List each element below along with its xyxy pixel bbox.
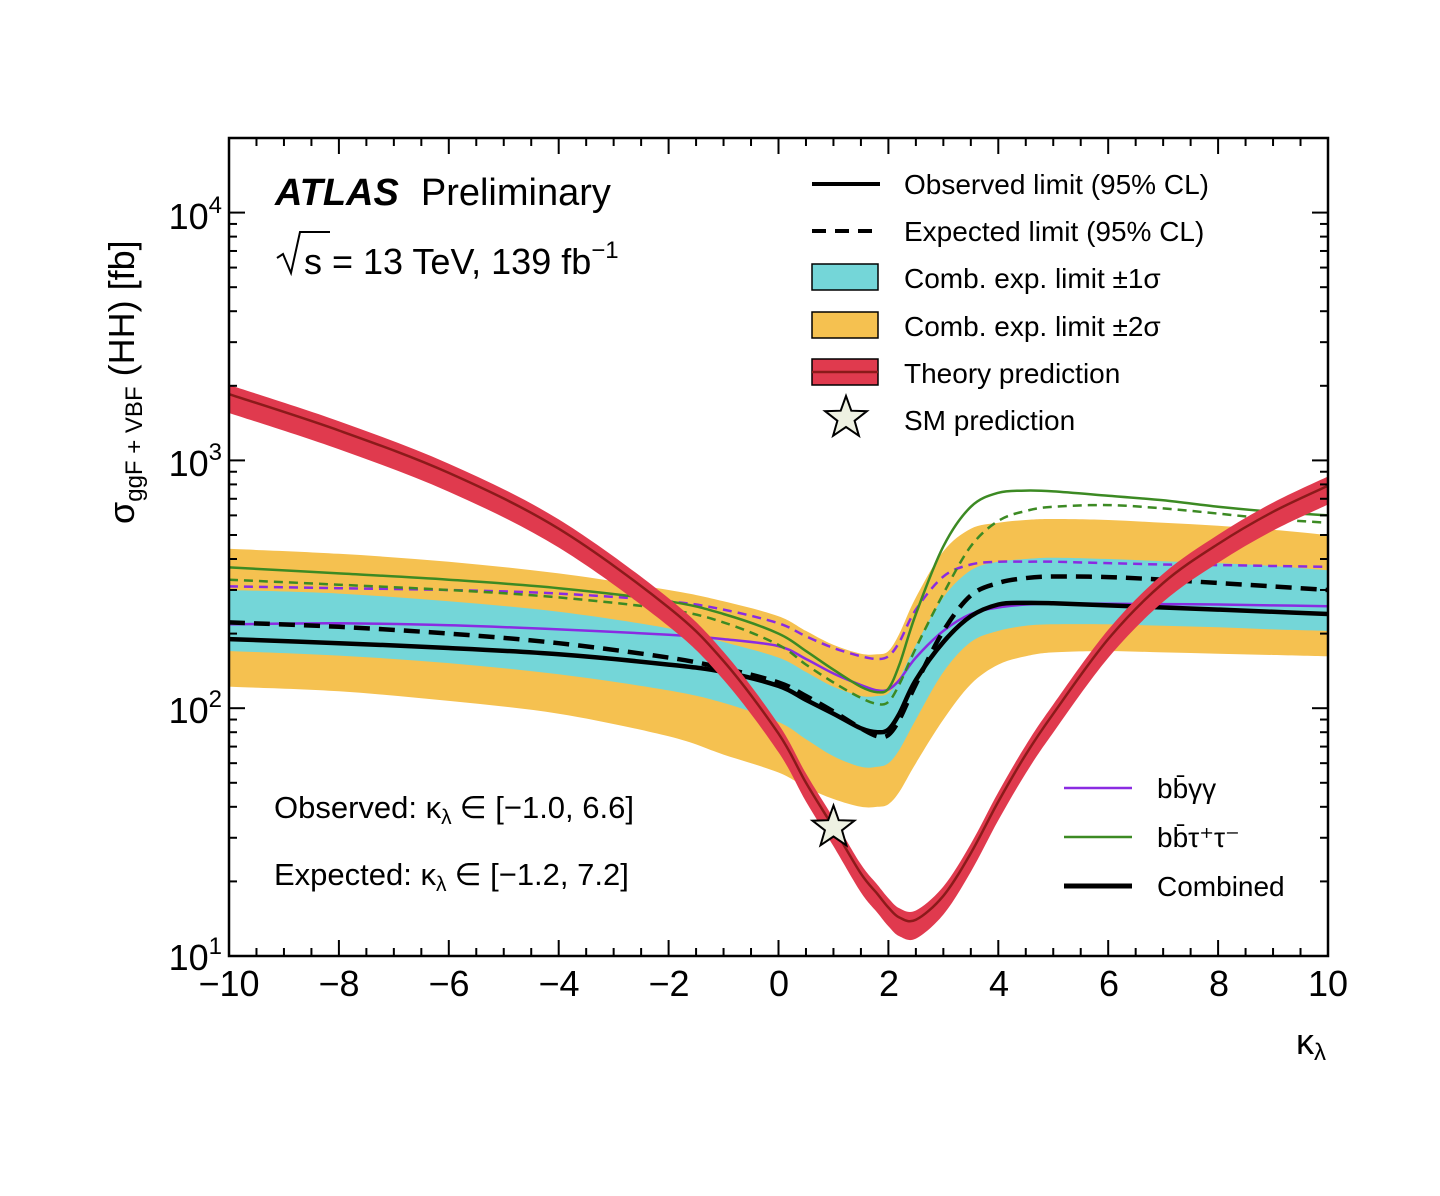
sm-marker-layer — [809, 802, 858, 848]
observed-range-text: Observed: κλ ∈ [−1.0, 6.6] — [274, 790, 634, 829]
legend-label-observed: Observed limit (95% CL) — [904, 169, 1209, 200]
bbyy-expected-line — [229, 560, 1328, 661]
x-tick-label: 4 — [989, 963, 1009, 1004]
x-tick-label: 6 — [1099, 963, 1119, 1004]
band-1sigma — [229, 557, 1328, 768]
x-tick-label: −2 — [648, 963, 689, 1004]
sqrt-symbol — [276, 231, 330, 277]
limit-lines — [229, 384, 1328, 941]
bbtautau-observed-line — [229, 489, 1328, 694]
x-tick-label: −4 — [538, 963, 579, 1004]
experiment-label: ATLAS Preliminary — [274, 172, 611, 214]
y-tick-label: 101 — [169, 933, 222, 978]
sm-point-star-icon — [809, 802, 858, 848]
legend-key-sm-star-icon — [822, 393, 870, 439]
legend-label-band2: Comb. exp. limit ±2σ — [904, 311, 1161, 342]
expected-range-text: Expected: κλ ∈ [−1.2, 7.2] — [274, 857, 629, 896]
energy-label: s = 13 TeV, 139 fb−1 — [304, 237, 619, 282]
x-tick-labels: −10 −8 −6 −4 −2 0 2 4 6 8 10 — [198, 963, 1348, 1004]
x-tick-label: 8 — [1209, 963, 1229, 1004]
theory-band — [229, 384, 1328, 941]
combined-expected-line — [229, 574, 1328, 740]
x-tick-label: 2 — [879, 963, 899, 1004]
legend-label-sm: SM prediction — [904, 405, 1075, 436]
legend-key-band1 — [811, 263, 879, 291]
legend-label-expected: Expected limit (95% CL) — [904, 216, 1204, 247]
x-tick-label: 0 — [769, 963, 789, 1004]
y-tick-labels: 101 102 103 104 — [169, 192, 222, 978]
x-axis-label: κλ — [1296, 1021, 1326, 1066]
y-axis-label: σggF + VBF(HH) [fb] — [101, 240, 148, 524]
bbtautau-expected-line — [229, 503, 1328, 706]
limit-bands — [229, 519, 1328, 808]
legend-label-band1: Comb. exp. limit ±1σ — [904, 263, 1161, 294]
x-tick-label: −6 — [428, 963, 469, 1004]
x-tick-label: −10 — [198, 963, 259, 1004]
combined-observed-line — [229, 600, 1328, 735]
theory-central-line — [229, 393, 1328, 923]
y-tick-label: 102 — [169, 686, 222, 731]
legend-label-bbyy: bb̄γγ — [1157, 773, 1216, 804]
legend-label-bbtautau: bb̄τ⁺τ⁻ — [1157, 822, 1240, 853]
y-tick-label: 104 — [169, 192, 222, 237]
channel-legend: bb̄γγ bb̄τ⁺τ⁻ Combined — [1064, 773, 1285, 902]
legend-label-combined: Combined — [1157, 871, 1285, 902]
axis-ticks — [228, 137, 1329, 957]
legend-key-band2 — [811, 311, 879, 339]
y-tick-label: 103 — [169, 439, 222, 484]
x-tick-label: 10 — [1308, 963, 1348, 1004]
x-tick-label: −8 — [318, 963, 359, 1004]
main-legend: Observed limit (95% CL) Expected limit (… — [811, 169, 1209, 439]
legend-label-theory: Theory prediction — [904, 358, 1120, 389]
